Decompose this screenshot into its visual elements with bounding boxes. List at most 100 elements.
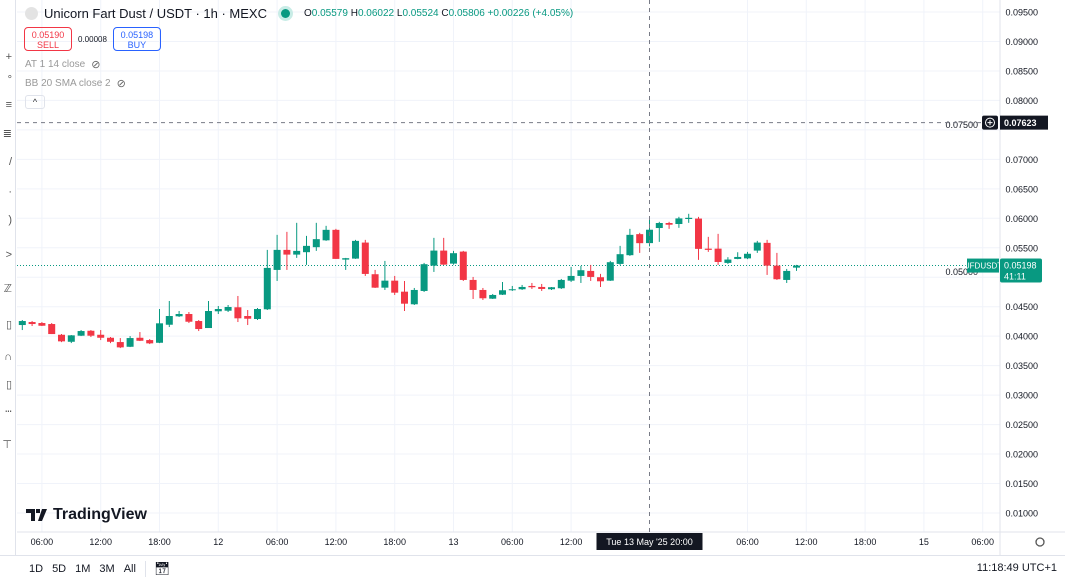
candle-down	[195, 321, 203, 330]
x-tick-label: 06:00	[31, 537, 54, 547]
text-tool-icon[interactable]: ·	[8, 186, 12, 198]
candle-down	[97, 334, 105, 338]
candle-up	[410, 289, 418, 305]
candle-up	[273, 249, 281, 270]
candle-down	[332, 229, 340, 259]
candle-down	[763, 242, 771, 266]
crosshair-tool-icon[interactable]: +	[5, 51, 12, 63]
x-tick-label: 18:00	[148, 537, 171, 547]
candle-up	[18, 321, 26, 326]
range-3m[interactable]: 3M	[99, 562, 115, 575]
candle-up	[293, 250, 301, 255]
candle-down	[48, 324, 56, 335]
market-status-icon[interactable]	[280, 9, 290, 18]
clock[interactable]: 11:18:49 UTC+1	[976, 562, 1057, 574]
x-tick-label: 06:00	[501, 537, 524, 547]
range-1m[interactable]: 1M	[75, 562, 91, 575]
x-tick-label: 12:00	[795, 537, 818, 547]
y-tick-label: 0.07500	[945, 120, 978, 130]
indicator-bb[interactable]: BB 20 SMA close 2 ⊘	[25, 77, 126, 90]
candle-up	[420, 264, 428, 291]
x-tick-label: 12:00	[560, 537, 583, 547]
low-label: L	[396, 8, 403, 19]
symbol-title[interactable]: Unicorn Fart Dust / USDT · 1h · MEXC	[44, 6, 267, 21]
logo-text: TradingView	[53, 506, 147, 523]
candle-down	[234, 307, 242, 319]
candle-up	[254, 308, 261, 320]
candle-up	[450, 253, 457, 264]
candle-up	[783, 270, 791, 280]
candle-up	[724, 259, 732, 263]
trash-tool-icon[interactable]: ⊤	[2, 439, 12, 451]
shape-tool-icon[interactable]: >	[5, 249, 12, 261]
close-value: 0.05806	[448, 8, 485, 19]
y-tick-label: 0.05000	[945, 267, 978, 277]
eye-off-icon[interactable]: ⊘	[91, 59, 101, 71]
candle-down	[371, 274, 379, 288]
cursor-tool-icon[interactable]: °	[7, 74, 12, 86]
hide-tool-icon[interactable]: ⵈ	[4, 406, 12, 418]
candle-up	[430, 250, 438, 266]
candle-up	[342, 258, 350, 260]
x-tick-label: 18:00	[854, 537, 877, 547]
fib-tool-icon[interactable]: ≣	[2, 128, 12, 140]
calendar-goto-icon[interactable]: 📅︎	[153, 560, 171, 576]
open-value: 0.05579	[311, 8, 348, 19]
range-all[interactable]: All	[123, 562, 136, 575]
candle-down	[185, 314, 193, 322]
candle-up	[205, 311, 212, 329]
magnet-tool-icon[interactable]: ∩	[4, 351, 12, 363]
candle-up	[567, 275, 575, 281]
tradingview-logo-icon	[26, 509, 47, 521]
close-label: C	[441, 8, 449, 19]
eye-off-icon[interactable]: ⊘	[116, 78, 126, 90]
y-tick-label: 0.05500	[1005, 243, 1038, 253]
indicator-at[interactable]: AT 1 14 close ⊘	[25, 58, 100, 71]
gear-icon[interactable]	[1035, 537, 1045, 547]
candle-up	[685, 217, 693, 219]
range-5d[interactable]: 5D	[52, 562, 67, 575]
price-chart[interactable]: 0.09500 0.09000 0.08500 0.08000 0.07500 0.070…	[17, 0, 1065, 555]
spread-value: 0.00008	[78, 34, 107, 44]
chart-pane[interactable]: 0.09500 0.09000 0.08500 0.08000 0.07500 0.070…	[17, 0, 1065, 555]
lock-tool-icon[interactable]: ▯	[5, 379, 12, 391]
plus-circle-icon	[985, 117, 995, 128]
candle-down	[469, 279, 477, 290]
symbol-legend: Unicorn Fart Dust / USDT · 1h · MEXC O0.…	[25, 6, 573, 21]
candle-up	[646, 229, 653, 244]
brush-tool-icon[interactable]: /	[8, 156, 12, 168]
buy-button[interactable]: 0.05198 BUY	[112, 27, 161, 51]
collapse-legend-button[interactable]: ^	[25, 95, 45, 109]
candle-down	[597, 277, 604, 282]
candle-up	[518, 286, 526, 290]
candle-up	[312, 239, 320, 248]
y-tick-label: 0.08500	[1005, 66, 1038, 76]
candle-up	[734, 256, 742, 259]
trend-line-tool-icon[interactable]: ≡	[5, 99, 12, 111]
sell-button[interactable]: 0.05190 SELL	[24, 27, 72, 51]
candle-up	[499, 290, 506, 295]
candle-up	[381, 280, 389, 288]
pattern-tool-icon[interactable]: )	[8, 214, 12, 226]
x-tick-label: 18:00	[383, 537, 406, 547]
crosshair-time-label: Tue 13 May '25 20:00	[606, 537, 692, 547]
candle-up	[126, 338, 134, 347]
x-tick-label: 06:00	[736, 537, 759, 547]
zoom-tool-icon[interactable]: ▯	[5, 319, 12, 331]
candle-up	[489, 294, 497, 299]
chevron-up-icon: ^	[32, 97, 38, 107]
candle-up	[77, 331, 85, 336]
candle-up	[655, 223, 663, 229]
candle-up	[352, 240, 359, 259]
tradingview-logo[interactable]: TradingView	[26, 506, 147, 524]
crosshair-price-label: 0.07623	[1004, 118, 1037, 128]
measure-tool-icon[interactable]: ℤ	[3, 283, 12, 295]
candle-up	[675, 218, 683, 225]
candle-up	[156, 323, 163, 343]
range-1d[interactable]: 1D	[29, 562, 44, 575]
candle-down	[459, 251, 467, 280]
candle-up	[165, 316, 173, 325]
candle-up	[606, 262, 614, 281]
y-tick-label: 0.09500	[1005, 8, 1038, 18]
y-tick-label: 0.06500	[1005, 184, 1038, 194]
